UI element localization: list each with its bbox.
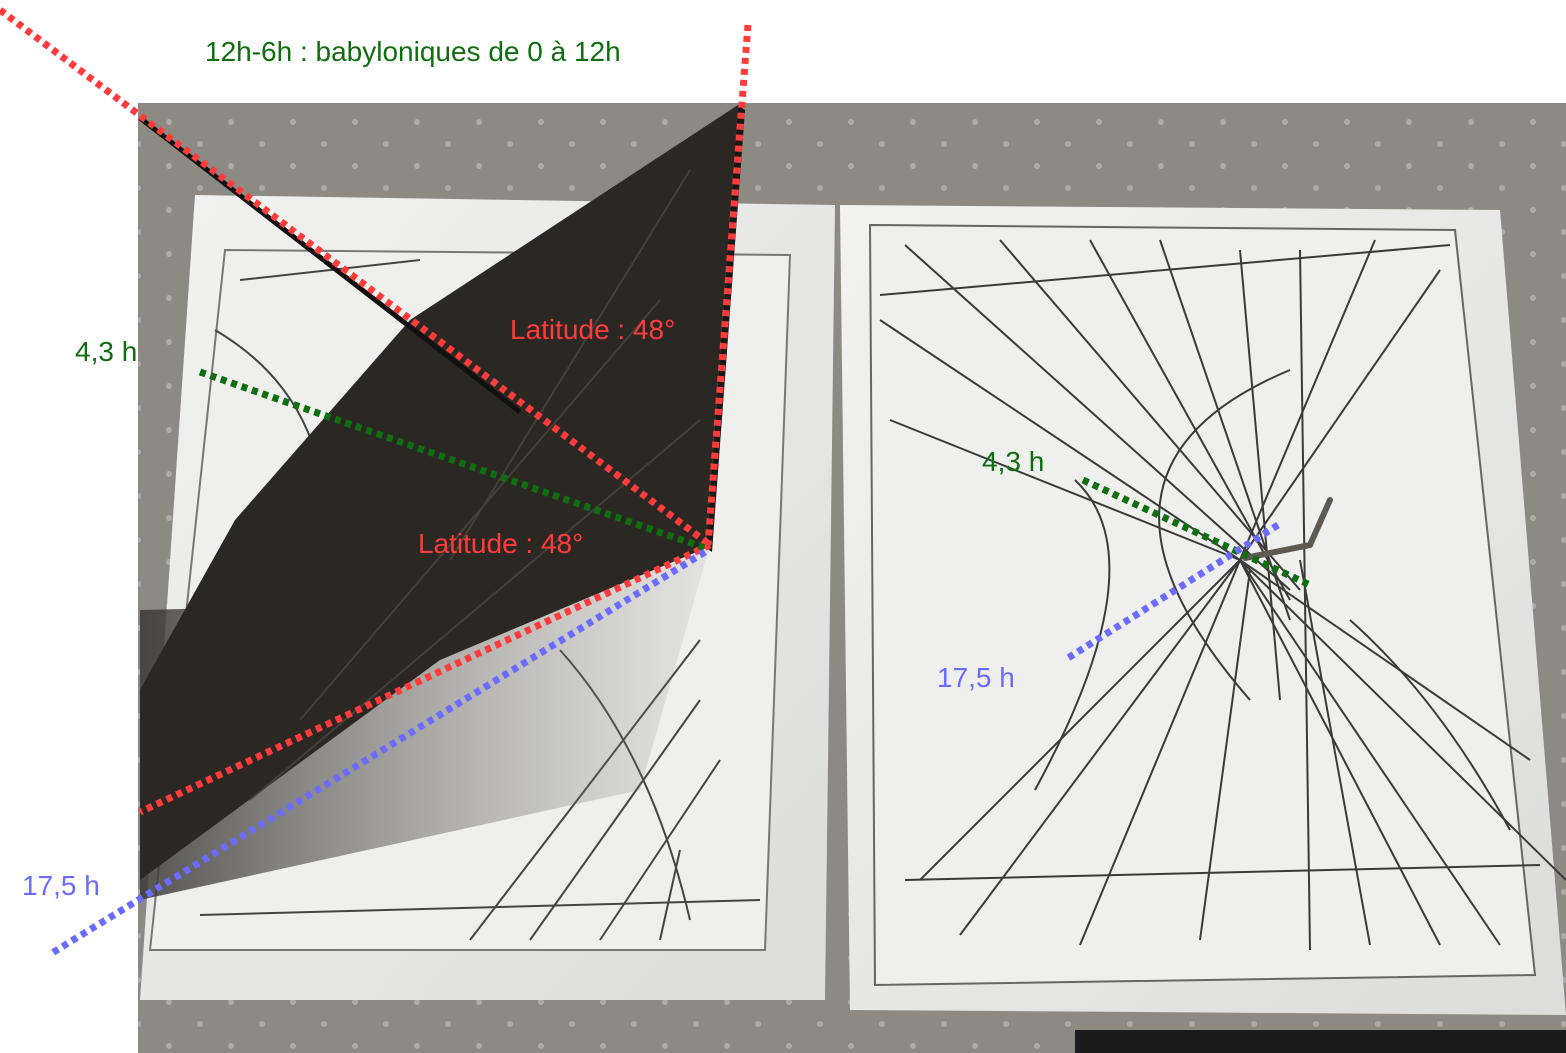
red-dotted-lines: [0, 7, 752, 816]
right-gnomon: [1242, 497, 1333, 561]
corner-object: [1075, 1030, 1566, 1053]
latitude-upper-label: Latitude : 48°: [510, 314, 676, 345]
dark-card: [140, 105, 738, 880]
top-title: 12h-6h : babyloniques de 0 à 12h: [205, 36, 621, 67]
blue-dotted-lines: [50, 522, 1280, 956]
right-dial-lines: [879, 239, 1566, 951]
left-green-label: 4,3 h: [75, 336, 138, 367]
right-sheet-inner: [868, 223, 1537, 987]
latitude-lower-label: Latitude : 48°: [418, 528, 584, 559]
left-blue-label: 17,5 h: [22, 870, 100, 901]
right-blue-label: 17,5 h: [937, 662, 1015, 693]
right-green-label: 4,3 h: [982, 446, 1045, 477]
green-dotted-lines: [198, 368, 1312, 589]
